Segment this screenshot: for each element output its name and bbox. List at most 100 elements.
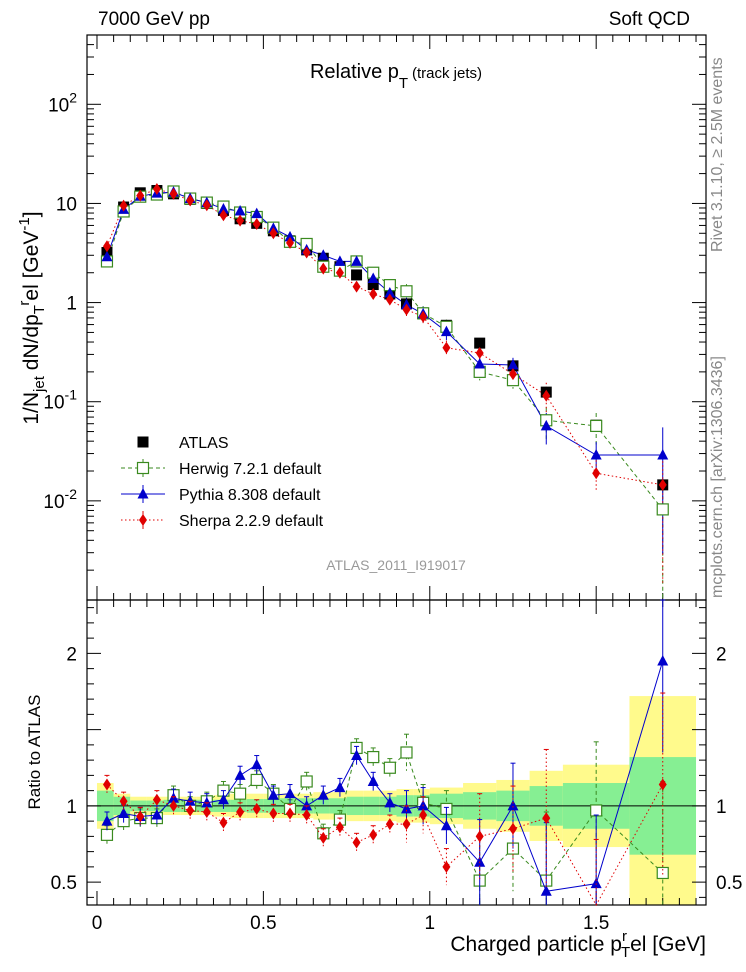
ratio-data-point [385,818,394,831]
data-point [474,358,486,369]
data-point [351,269,363,281]
chart-title-part: Relative p [310,61,399,83]
data-point [251,207,263,219]
y-tick-label: 10-1 [43,387,77,414]
y-tick-label-right: 2 [716,644,727,665]
data-point [252,218,261,231]
data-point [442,341,451,354]
ratio-data-point [284,787,296,799]
ratio-data-point [474,856,486,867]
ratio-data-point [151,809,163,820]
ratio-data-point [252,802,261,815]
ratio-data-point [383,761,396,774]
ratio-data-point [507,799,519,811]
data-point [351,255,363,266]
y-tick-label: 2 [66,644,77,665]
ratio-y-axis-label: Ratio to ATLAS [25,695,44,810]
data-point [385,293,394,306]
y-axis-label-part: dN/dp [20,314,43,376]
data-point [419,310,428,323]
y-axis-label-part: 1/N [20,392,43,425]
data-point [474,337,486,349]
y-tick-label-right: 1 [716,797,727,818]
data-point [317,249,329,260]
legend-label: Pythia 8.308 default [179,487,321,504]
data-point [334,255,346,266]
data-point [217,202,229,214]
ratio-data-point [657,655,669,666]
legend-label: Sherpa 2.2.9 default [179,513,324,530]
ratio-data-point [540,885,552,896]
data-point [219,209,228,222]
ratio-data-point [118,807,130,818]
ratio-data-point [101,815,113,826]
x-tick-label: 0 [92,913,103,934]
chart-title-sub: T [399,75,408,92]
legend-marker [137,436,149,448]
data-point [186,194,195,207]
ratio-data-point [119,795,128,808]
ratio-panel: 0 0.5 1 1.5 0.5 0.5 1 1 2 2 Ratio to ATLAS Charged … [25,599,742,961]
data-point [102,240,111,253]
data-point [269,227,278,240]
data-point [542,389,551,402]
legend-label: Herwig 7.2.1 default [179,461,322,478]
series-line [106,190,664,510]
y-tick-label-base: 1 [66,294,77,315]
ratio-data-point [100,828,114,841]
analysis-label: ATLAS_2011_I919017 [326,557,466,573]
y-tick-label-exponent: -1 [65,387,78,403]
y-tick-label-base: 10 [43,492,64,513]
data-point [352,280,361,293]
data-point [119,199,128,212]
y-tick-label: 0.5 [51,873,77,894]
chart-title-part: (track jets) [408,65,482,82]
ratio-data-point [319,831,328,844]
ratio-data-point [219,816,228,829]
data-point [475,347,484,360]
x-axis-label-sup: r [622,928,627,945]
ratio-data-point [335,821,344,834]
ratio-data-point [251,758,263,770]
ratio-data-point [269,807,278,820]
data-point [319,262,328,275]
y-tick-label-base: 10 [48,95,69,116]
x-axis-label-part: Charged particle p [450,933,622,956]
ratio-data-point [202,805,211,818]
ratio-data-point [656,866,669,880]
data-point [657,449,669,460]
ratio-data-point [352,836,361,849]
ratio-data-point [286,807,295,820]
y-tick-label-base: 10 [43,393,64,414]
ratio-data-point [201,796,213,808]
ratio-data-point [102,778,111,791]
y-tick-label: 10 [56,194,77,215]
ratio-data-point [658,778,667,791]
legend-marker [136,461,150,475]
header-right: Soft QCD [609,9,690,30]
ratio-data-point [184,795,196,806]
data-point [656,503,669,516]
data-point [286,236,295,249]
ratio-data-point [234,769,246,780]
side-label-rivet: Rivet 3.1.10, ≥ 2.5M events [709,57,726,252]
ratio-data-point [267,789,279,800]
ratio-data-point [402,818,411,831]
ratio-data-point [236,805,245,818]
data-point [284,230,296,242]
ratio-data-point [590,804,603,817]
y-axis-label-sub: T [31,305,48,314]
ratio-data-point [440,819,452,831]
data-point [400,285,413,298]
ratio-data-point [300,775,313,788]
data-point [169,187,178,200]
y-axis-label-sub: jet [31,375,48,393]
data-point [152,182,161,195]
ratio-data-point [475,830,484,843]
x-axis-label-sub: T [621,944,630,961]
y-axis-label-sup: -1 [16,217,33,230]
data-point [384,286,396,298]
x-axis-label: Charged particle pr Tel [GeV] [450,928,706,961]
ratio-data-point [317,789,329,800]
x-axis-label-part: el [GeV] [630,933,706,956]
